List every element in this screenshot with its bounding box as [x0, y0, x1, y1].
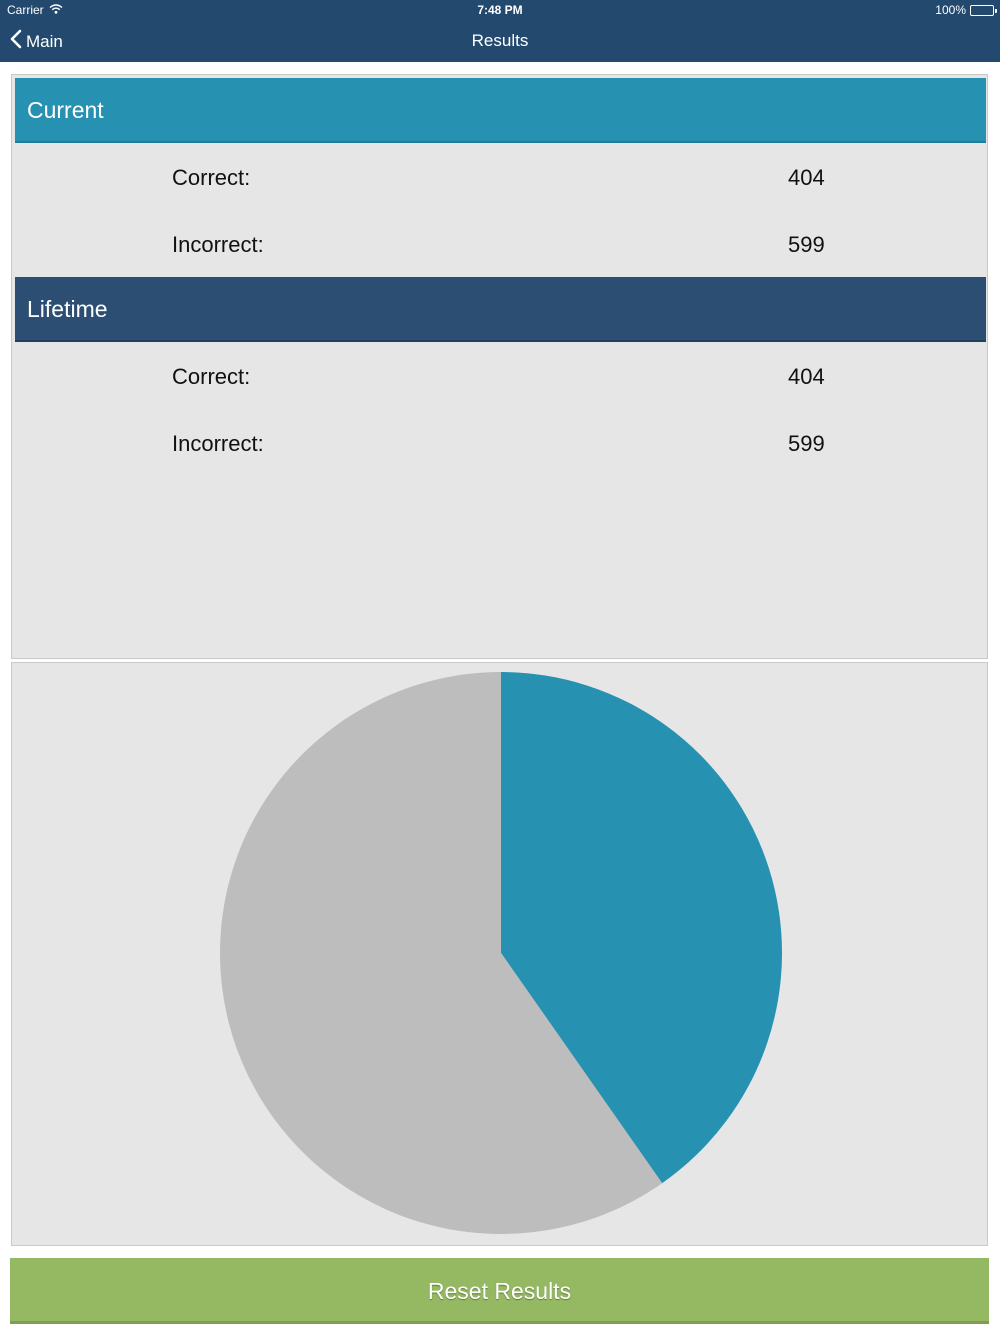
pie-chart-panel — [11, 662, 988, 1246]
stats-panel: Current Correct: 404 Incorrect: 599 Life… — [11, 74, 988, 659]
pie-chart — [220, 672, 782, 1234]
back-button[interactable]: Main — [10, 29, 63, 54]
current-incorrect-label: Incorrect: — [172, 232, 264, 257]
page-title: Results — [471, 31, 529, 50]
reset-results-button[interactable]: Reset Results — [10, 1258, 989, 1324]
status-bar: Carrier 7:48 PM 100% — [0, 0, 1000, 22]
current-correct-row: Correct: 404 — [12, 157, 989, 197]
current-incorrect-value: 599 — [788, 232, 825, 257]
back-button-label: Main — [26, 31, 63, 51]
lifetime-correct-row: Correct: 404 — [12, 356, 989, 396]
lifetime-incorrect-label: Incorrect: — [172, 431, 264, 456]
status-time: 7:48 PM — [477, 3, 523, 17]
lifetime-correct-value: 404 — [788, 364, 825, 389]
lifetime-header: Lifetime — [15, 277, 986, 342]
carrier-indicator: Carrier — [7, 3, 63, 17]
lifetime-correct-label: Correct: — [172, 364, 251, 389]
current-incorrect-row: Incorrect: 599 — [12, 224, 989, 264]
battery-percent: 100% — [935, 3, 966, 17]
wifi-icon — [49, 3, 63, 17]
chevron-left-icon — [10, 29, 22, 54]
current-correct-label: Correct: — [172, 165, 251, 190]
battery-indicator: 100% — [935, 3, 997, 17]
pie-slice-incorrect — [220, 672, 663, 1234]
pie-slice-correct — [501, 672, 782, 1184]
carrier-label: Carrier — [7, 3, 44, 17]
lifetime-incorrect-value: 599 — [788, 431, 825, 456]
nav-bar: Carrier 7:48 PM 100% Main Results — [0, 0, 1000, 62]
current-header: Current — [15, 78, 986, 143]
current-correct-value: 404 — [788, 165, 825, 190]
battery-icon — [970, 4, 997, 16]
lifetime-incorrect-row: Incorrect: 599 — [12, 423, 989, 463]
